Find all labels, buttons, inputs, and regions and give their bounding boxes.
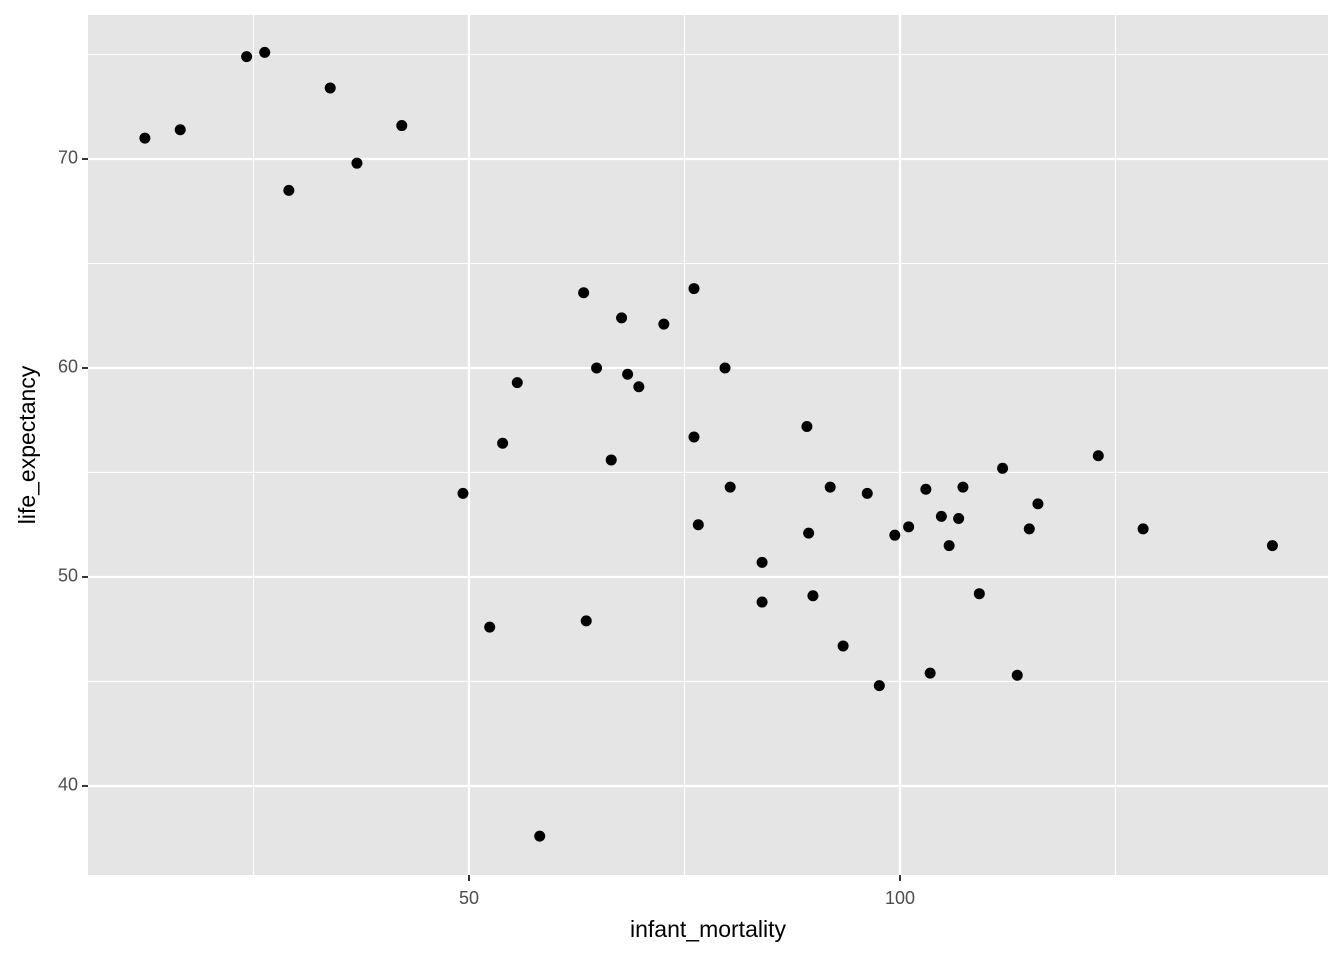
data-point — [578, 287, 590, 299]
data-point — [756, 556, 768, 568]
data-point — [259, 46, 271, 58]
data-point — [622, 368, 634, 380]
y-tick-label: 70 — [58, 148, 78, 168]
data-point — [351, 157, 363, 169]
data-point — [889, 529, 901, 541]
data-point — [924, 667, 936, 679]
data-point — [616, 312, 628, 324]
data-point — [1023, 523, 1035, 535]
grid — [88, 15, 1328, 875]
data-point — [803, 527, 815, 539]
data-point — [484, 621, 496, 633]
data-point — [658, 318, 670, 330]
data-point — [873, 680, 885, 692]
data-point — [801, 421, 813, 433]
x-tick-label: 100 — [885, 888, 915, 908]
data-point — [756, 596, 768, 608]
y-tick-label: 60 — [58, 357, 78, 377]
data-point — [457, 487, 469, 499]
axes: 50 100 40 50 60 70 — [58, 148, 915, 908]
x-tick-label: 50 — [459, 888, 479, 908]
data-point — [943, 540, 955, 552]
data-point — [824, 481, 836, 493]
data-point — [920, 483, 932, 495]
data-point — [591, 362, 603, 374]
data-point — [1266, 540, 1278, 552]
data-point — [1137, 523, 1149, 535]
data-point — [633, 381, 645, 393]
y-tick-label: 40 — [58, 775, 78, 795]
x-axis-title: infant_mortality — [630, 916, 786, 942]
data-point — [861, 487, 873, 499]
y-tick-label: 50 — [58, 566, 78, 586]
data-point — [807, 590, 819, 602]
data-point — [997, 462, 1009, 474]
data-point — [935, 510, 947, 522]
data-point — [511, 377, 523, 389]
data-point — [396, 120, 408, 132]
data-point — [1032, 498, 1044, 510]
data-point — [174, 124, 186, 136]
data-point — [692, 519, 704, 531]
data-point — [580, 615, 592, 627]
data-point — [837, 640, 849, 652]
data-point — [1011, 669, 1023, 681]
points — [139, 46, 1278, 842]
data-point — [283, 184, 295, 196]
data-point — [688, 431, 700, 443]
data-point — [534, 830, 546, 842]
data-point — [688, 283, 700, 295]
data-point — [1092, 450, 1104, 462]
data-point — [241, 51, 253, 63]
data-point — [957, 481, 969, 493]
data-point — [903, 521, 915, 533]
data-point — [953, 512, 965, 524]
data-point — [719, 362, 731, 374]
plot-panel — [88, 15, 1328, 875]
data-point — [497, 437, 509, 449]
y-axis-title: life_expectancy — [14, 365, 40, 524]
data-point — [605, 454, 617, 466]
data-point — [324, 82, 336, 94]
data-point — [973, 588, 985, 600]
data-point — [139, 132, 151, 144]
data-point — [724, 481, 736, 493]
